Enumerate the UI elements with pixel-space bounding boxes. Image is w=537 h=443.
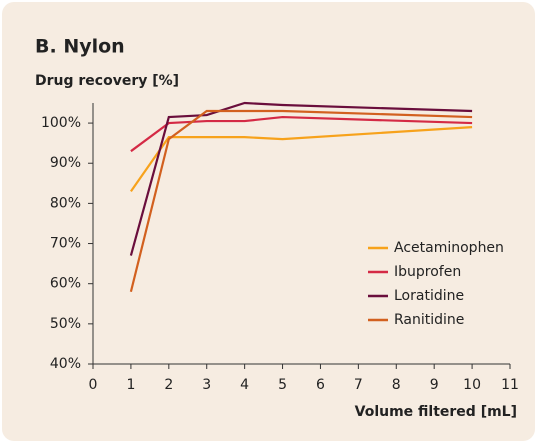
series-line [130, 115, 473, 153]
x-tick-label: 8 [392, 377, 401, 393]
series-line [129, 109, 473, 292]
chart-title: B. Nylon [35, 36, 125, 58]
y-tick-label: 60% [50, 276, 81, 292]
x-tick-label: 5 [278, 377, 287, 393]
legend-label: Loratidine [394, 288, 464, 304]
series-line [130, 125, 473, 192]
x-tick-label: 9 [430, 377, 439, 393]
y-tick-label: 80% [50, 195, 81, 211]
x-tick-label: 1 [126, 377, 135, 393]
y-tick-label: 100% [41, 115, 81, 131]
y-tick-label: 90% [50, 155, 81, 171]
y-tick-label: 70% [50, 236, 81, 252]
x-tick-label: 10 [463, 377, 481, 393]
series-line [129, 101, 473, 256]
x-tick-label: 0 [89, 377, 98, 393]
x-tick-label: 7 [354, 377, 363, 393]
x-tick-label: 6 [316, 377, 325, 393]
x-axis-label: Volume filtered [mL] [355, 404, 517, 420]
y-tick-label: 40% [50, 356, 81, 372]
x-tick-label: 11 [501, 377, 519, 393]
legend-label: Acetaminophen [394, 240, 504, 256]
x-tick-label: 3 [202, 377, 211, 393]
legend-label: Ranitidine [394, 312, 464, 328]
legend-label: Ibuprofen [394, 264, 461, 280]
x-tick-label: 4 [240, 377, 249, 393]
y-axis-label: Drug recovery [%] [35, 73, 179, 89]
y-tick-label: 50% [50, 316, 81, 332]
x-tick-label: 2 [164, 377, 173, 393]
